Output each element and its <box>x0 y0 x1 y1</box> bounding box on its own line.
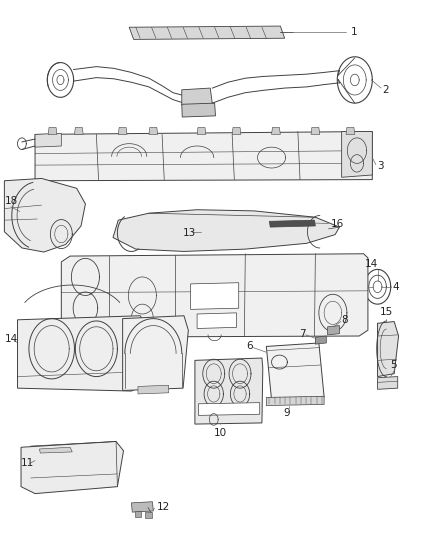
Polygon shape <box>191 282 239 309</box>
Polygon shape <box>39 447 72 453</box>
Polygon shape <box>4 179 85 252</box>
Text: 12: 12 <box>157 502 170 512</box>
Polygon shape <box>35 133 61 147</box>
Polygon shape <box>197 313 237 328</box>
Polygon shape <box>311 127 320 134</box>
Text: 7: 7 <box>299 329 305 338</box>
Polygon shape <box>35 132 372 181</box>
Polygon shape <box>197 127 206 134</box>
Polygon shape <box>198 402 260 415</box>
Polygon shape <box>378 321 399 377</box>
Polygon shape <box>129 26 285 39</box>
Polygon shape <box>266 343 324 400</box>
Polygon shape <box>315 336 326 344</box>
Text: 14: 14 <box>4 334 18 344</box>
Polygon shape <box>328 326 339 335</box>
Text: 10: 10 <box>214 427 227 438</box>
Text: 14: 14 <box>365 259 378 269</box>
Polygon shape <box>182 88 212 106</box>
Polygon shape <box>138 385 169 394</box>
Text: 3: 3 <box>378 160 384 171</box>
Polygon shape <box>61 254 368 337</box>
Text: 5: 5 <box>390 360 396 369</box>
Polygon shape <box>326 257 351 271</box>
Polygon shape <box>269 220 315 227</box>
Polygon shape <box>272 127 280 134</box>
Text: 11: 11 <box>21 458 34 469</box>
Polygon shape <box>26 341 53 353</box>
Polygon shape <box>48 127 57 134</box>
Polygon shape <box>232 127 241 134</box>
Polygon shape <box>342 132 372 177</box>
Polygon shape <box>195 358 263 424</box>
Text: 18: 18 <box>4 196 18 206</box>
Polygon shape <box>182 103 215 117</box>
Polygon shape <box>123 316 188 391</box>
Polygon shape <box>21 441 124 494</box>
Text: 1: 1 <box>350 27 357 37</box>
Text: 16: 16 <box>331 219 344 229</box>
Polygon shape <box>346 127 355 134</box>
Text: 9: 9 <box>283 408 290 418</box>
Polygon shape <box>135 511 141 517</box>
Text: 8: 8 <box>341 315 347 325</box>
Polygon shape <box>149 127 158 134</box>
Text: 4: 4 <box>393 282 399 292</box>
Polygon shape <box>131 502 153 512</box>
Text: 6: 6 <box>246 342 253 351</box>
Polygon shape <box>18 316 151 391</box>
Text: 15: 15 <box>380 308 393 318</box>
Polygon shape <box>118 127 127 134</box>
Polygon shape <box>113 209 339 252</box>
Polygon shape <box>145 512 152 518</box>
Polygon shape <box>266 396 324 406</box>
Text: 13: 13 <box>183 228 196 238</box>
Text: 2: 2 <box>382 85 389 95</box>
Polygon shape <box>378 377 398 389</box>
Polygon shape <box>74 127 83 134</box>
